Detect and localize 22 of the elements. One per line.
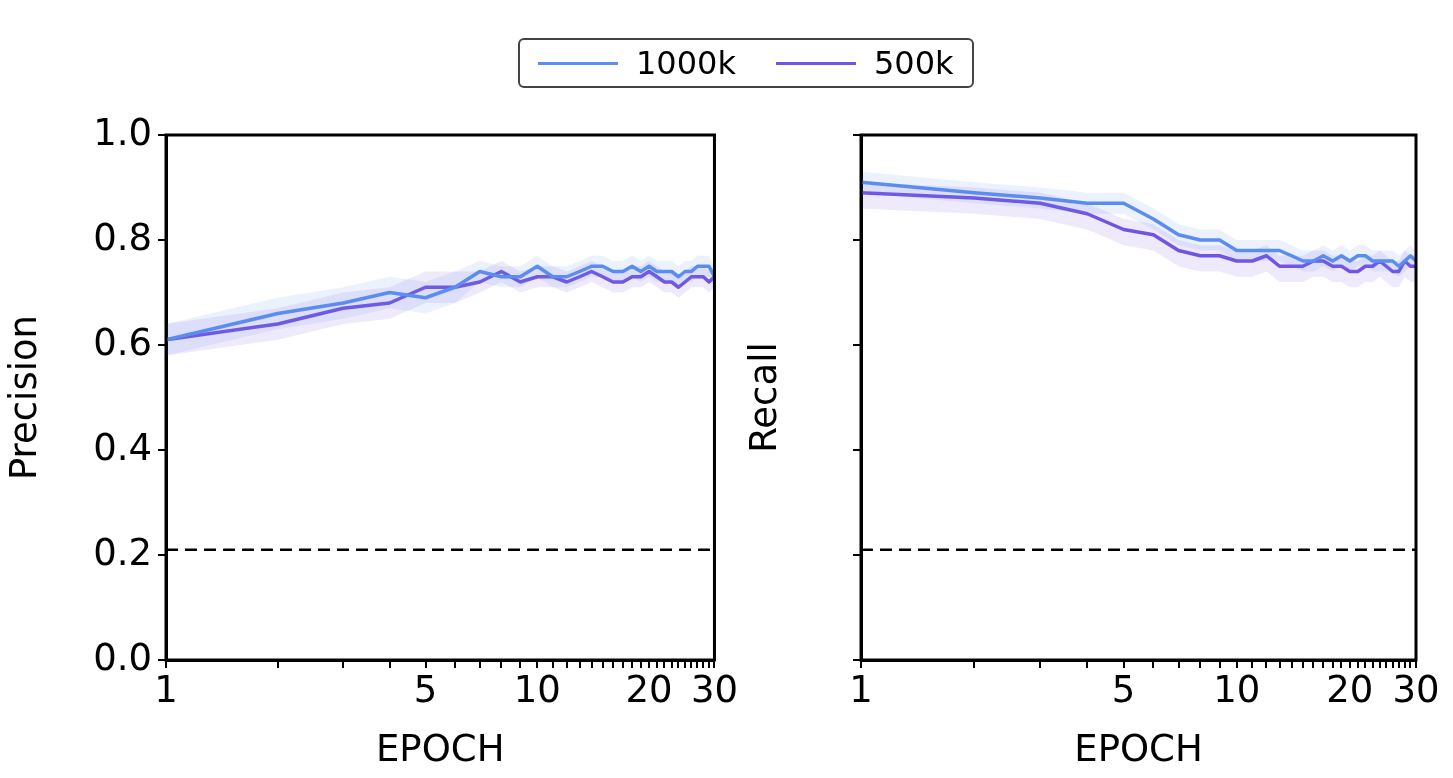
x-tick-label: 10 <box>1213 667 1261 711</box>
x-tick-label: 5 <box>1111 667 1136 711</box>
y-tick-label: 0.0 <box>93 635 152 679</box>
legend-label: 500k <box>873 44 954 82</box>
x-axis-title: EPOCH <box>375 727 505 771</box>
y-tick-label: 0.2 <box>93 530 152 574</box>
y-axis-title: Precision <box>1 314 45 481</box>
x-axis-title: EPOCH <box>1074 727 1203 771</box>
legend-label: 1000k <box>636 44 736 82</box>
x-tick-label: 10 <box>513 667 561 711</box>
x-tick-label: 1 <box>154 667 178 711</box>
y-tick-label: 0.6 <box>93 320 152 364</box>
x-tick-label: 20 <box>1326 667 1374 711</box>
x-tick-label: 20 <box>625 667 673 711</box>
y-tick-label: 0.8 <box>93 215 152 259</box>
y-tick-label: 0.4 <box>93 425 152 469</box>
x-tick-label: 1 <box>849 667 873 711</box>
y-axis-title: Recall <box>741 342 785 453</box>
x-tick-label: 30 <box>1392 667 1440 711</box>
y-tick-label: 1.0 <box>93 110 152 154</box>
x-tick-label: 5 <box>413 667 438 711</box>
x-tick-label: 30 <box>690 667 739 711</box>
